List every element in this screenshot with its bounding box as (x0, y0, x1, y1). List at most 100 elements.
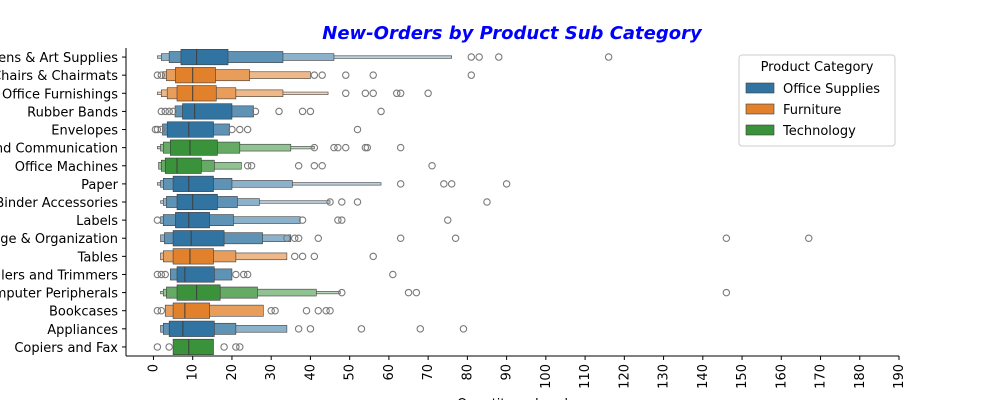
y-tick-label: Copiers and Fax (14, 341, 118, 356)
outlier (722, 234, 731, 242)
outlier (153, 270, 162, 279)
outlier (495, 53, 503, 61)
y-tick-label: Chairs & Chairmats (0, 69, 118, 84)
outlier (243, 125, 252, 134)
x-tick-label: 40 (303, 364, 318, 381)
outlier (334, 143, 342, 152)
outlier (322, 306, 330, 315)
outlier (412, 288, 421, 297)
outlier (361, 89, 370, 98)
outlier (451, 234, 460, 242)
outlier (239, 270, 248, 279)
outlier (310, 162, 319, 170)
outlier (157, 270, 166, 279)
outlier (341, 71, 350, 79)
outlier (298, 252, 307, 261)
x-tick-label: 150 (735, 364, 750, 389)
outlier (165, 107, 173, 116)
legend-swatch (745, 103, 775, 115)
outlier (236, 125, 244, 134)
outlier (294, 162, 303, 170)
outlier (298, 216, 307, 224)
outlier (169, 107, 177, 116)
legend: Product Category Office Supplies Furniture… (738, 54, 896, 147)
outlier (318, 162, 326, 170)
outlier (338, 198, 346, 206)
y-tick-label: Computer Peripherals (0, 287, 118, 302)
outlier (165, 343, 173, 351)
outlier (353, 198, 362, 206)
outlier (290, 252, 299, 261)
box-level (168, 320, 215, 337)
outlier (243, 162, 252, 170)
outlier (396, 234, 405, 242)
x-tick-label: 160 (774, 364, 789, 389)
x-tick-label: 50 (343, 364, 358, 381)
outlier (247, 162, 256, 170)
x-axis-label: Quantity ordered (457, 397, 568, 400)
outlier (153, 216, 162, 224)
outlier (157, 107, 166, 116)
y-tick-label: Office Machines (15, 160, 118, 175)
outlier (396, 89, 405, 98)
box-level (176, 85, 217, 102)
x-tick-label: 140 (696, 364, 711, 389)
outlier (310, 71, 319, 79)
y-tick-label: Telephones and Communication (0, 142, 118, 157)
outlier (294, 325, 303, 333)
box-level (166, 121, 214, 138)
outlier (306, 107, 315, 116)
x-tick-label: 80 (460, 364, 475, 381)
outlier (310, 143, 319, 152)
outlier (467, 71, 476, 79)
box-level (182, 103, 233, 120)
outlier (157, 306, 166, 315)
y-tick-label: Office Furnishings (2, 87, 118, 102)
outlier (157, 71, 166, 79)
outlier (298, 107, 307, 116)
y-tick-label: Binders and Binder Accessories (0, 196, 118, 211)
outlier (302, 306, 311, 315)
outlier (357, 325, 366, 333)
outlier (483, 198, 491, 206)
box-level (180, 49, 229, 66)
outlier (157, 125, 166, 134)
outlier (353, 125, 362, 134)
box-level (176, 266, 215, 283)
outlier (153, 343, 162, 351)
x-tick-label: 60 (382, 364, 397, 381)
outlier (361, 143, 370, 152)
box-level (175, 67, 216, 84)
outlier (161, 270, 169, 279)
outlier (243, 270, 252, 279)
outlier (153, 306, 162, 315)
outlier (369, 252, 377, 261)
outlier (475, 53, 483, 61)
outlier (369, 89, 377, 98)
outlier (389, 270, 397, 279)
outlier (396, 180, 405, 188)
x-tick-label: 90 (500, 364, 515, 381)
outlier (326, 306, 334, 315)
y-tick-label: Appliances (47, 323, 118, 338)
outlier (294, 234, 303, 242)
outlier (236, 343, 244, 351)
box-level (170, 139, 218, 156)
outlier (341, 143, 350, 152)
box-level (172, 230, 225, 247)
outlier (416, 325, 425, 333)
outlier (440, 180, 448, 188)
outlier (153, 125, 162, 134)
outlier (363, 143, 372, 152)
outlier (310, 252, 319, 261)
outlier (424, 89, 432, 98)
box-level (172, 175, 214, 192)
outlier (267, 306, 275, 315)
x-tick-label: 130 (657, 364, 672, 389)
outlier (290, 234, 299, 242)
outlier (377, 107, 385, 116)
x-tick-label: 190 (892, 364, 907, 389)
chart-title: New-Orders by Product Sub Category (322, 23, 703, 44)
x-tick-label: 70 (421, 364, 436, 381)
outlier (314, 234, 323, 242)
